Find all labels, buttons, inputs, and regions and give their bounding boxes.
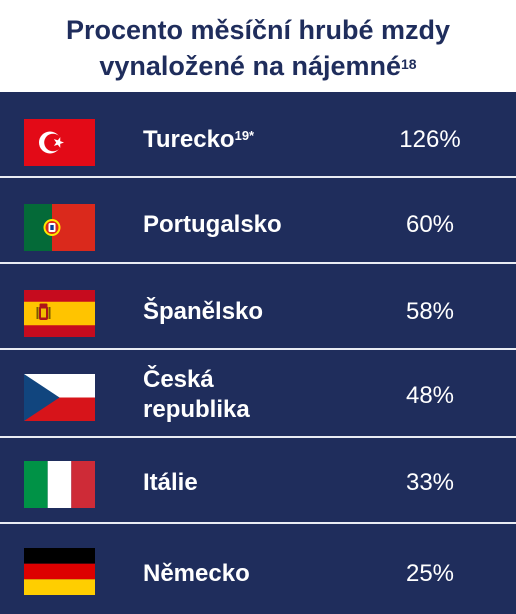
country-label: Španělsko [143,297,263,327]
germany-flag-icon [24,548,95,595]
chart-title: Procento měsíční hrubé mzdy vynaložené n… [0,0,516,92]
percent-value: 33% [405,469,455,496]
chart-title-line-1: Procento měsíční hrubé mzdy [65,15,451,45]
chart-title-line-2: vynaložené na nájemné18 [0,48,516,84]
percent-value: 48% [405,382,455,409]
turkey-flag-icon [24,119,95,166]
country-label: Portugalsko [143,210,282,240]
percent-value: 126% [399,126,461,153]
percent-value: 58% [405,298,455,325]
country-name: Německo [143,560,250,587]
table-row: Španělsko 58% [0,264,516,350]
table-row: Německo 25% [0,524,516,614]
table-row: Itálie 33% [0,438,516,524]
country-name: Portugalsko [143,211,282,238]
country-label: Německo [143,559,250,589]
percent-value: 25% [405,560,455,587]
portugal-flag-icon [24,204,95,251]
czech-flag-icon [24,374,95,421]
country-name: Itálie [143,469,198,496]
table-row: Portugalsko 60% [0,178,516,264]
italy-flag-icon [24,461,95,508]
country-label: Česká republika [143,365,250,425]
country-name-line-1: Česká [143,366,214,393]
percent-value: 60% [405,211,455,238]
table-row: Česká republika 48% [0,350,516,438]
country-label: Turecko19* [143,125,254,155]
country-name: Turecko [143,126,235,153]
title-footnote: 18 [401,56,417,72]
chart-title-line-2-text: vynaložené na nájemné [99,51,402,81]
country-name-line-2: republika [143,396,250,423]
rent-table: Turecko19* 126% Portugalsko 60% [0,92,516,614]
table-row: Turecko19* 126% [0,92,516,178]
spain-flag-icon [24,290,95,337]
country-name: Španělsko [143,298,264,325]
country-footnote: 19* [234,128,255,143]
country-label: Itálie [143,468,198,498]
